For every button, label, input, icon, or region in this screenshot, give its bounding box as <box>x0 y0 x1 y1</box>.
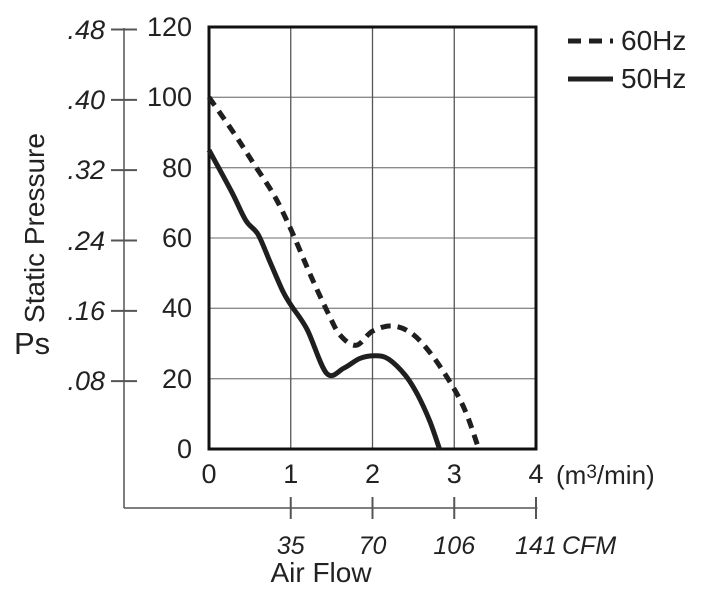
cfm-tick-label-141: 141 <box>515 532 557 560</box>
x-tick-label-2: 2 <box>364 459 381 489</box>
cfm-tick-label-70: 70 <box>358 532 387 560</box>
pa-tick-label-80: 80 <box>161 152 192 183</box>
pa-tick-label-60: 60 <box>161 223 192 253</box>
x-axis-unit-prefix: (m <box>556 460 587 490</box>
pa-tick-label-0: 0 <box>176 434 192 464</box>
pressure-tick-label-.48: .48 <box>67 14 105 45</box>
x-tick-label-4: 4 <box>528 459 544 489</box>
y-axis-symbol-ps: Ps <box>14 326 51 361</box>
pressure-tick-label-.32: .32 <box>67 155 105 186</box>
x-tick-label-0: 0 <box>201 459 217 489</box>
legend-label-60hz: 60Hz <box>621 25 687 56</box>
pa-tick-label-20: 20 <box>161 363 192 394</box>
x-axis-unit: (m3/min) <box>556 458 655 490</box>
curve-50hz <box>206 148 442 450</box>
pressure-tick-label-.16: .16 <box>67 295 105 326</box>
pressure-tick-label-.24: .24 <box>67 225 105 256</box>
cfm-tick-label-106: 106 <box>433 532 476 560</box>
cfm-unit-label: CFM <box>562 532 617 560</box>
pressure-tick-label-.40: .40 <box>67 84 105 115</box>
pressure-tick-label-.08: .08 <box>67 366 105 397</box>
x-axis-unit-superscript: 3 <box>586 462 597 483</box>
x-axis-unit-suffix: /min) <box>596 460 655 490</box>
x-axis-title: Air Flow <box>270 557 372 588</box>
x-tick-label-1: 1 <box>283 459 299 489</box>
legend-label-50hz: 50Hz <box>621 63 687 94</box>
x-tick-label-3: 3 <box>446 459 462 489</box>
plot-border <box>207 25 538 451</box>
pa-tick-label-40: 40 <box>161 293 192 324</box>
pa-tick-label-100: 100 <box>146 82 192 113</box>
pa-tick-label-120: 120 <box>146 12 192 42</box>
curve-60hz <box>206 95 482 450</box>
cfm-tick-label-35: 35 <box>276 532 305 560</box>
